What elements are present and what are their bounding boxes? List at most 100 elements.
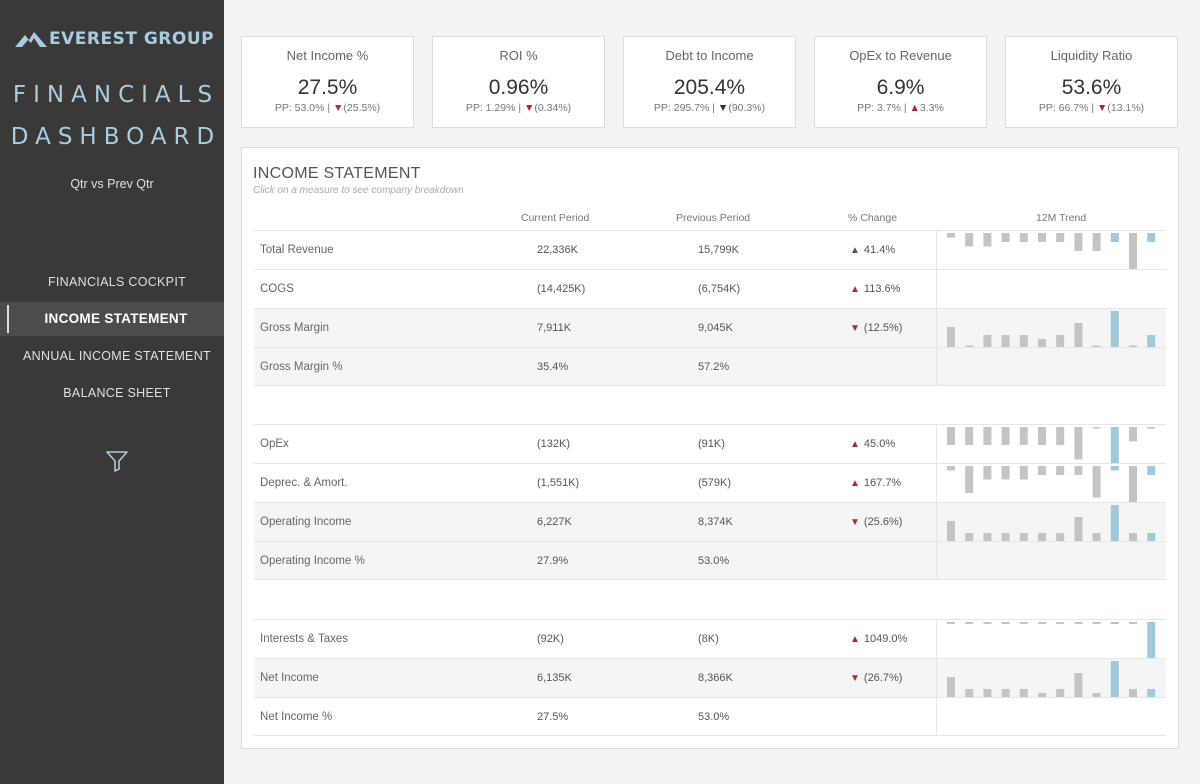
change-cell: ▲ 45.0% [850, 425, 895, 464]
logo-text: EVEREST GROUP [49, 29, 215, 49]
trend-sparkline [936, 620, 1166, 658]
trend-bar [1001, 533, 1010, 541]
kpi-card[interactable]: Liquidity Ratio 53.6% PP: 66.7% | ▼(13.1%) [1005, 36, 1178, 128]
income-row[interactable]: Net Income % 27.5% 53.0% [254, 697, 1166, 736]
trend-bar [1074, 466, 1083, 475]
trend-bar [1001, 335, 1010, 347]
trend-bar [1019, 466, 1028, 480]
nav-annual-income-statement[interactable]: ANNUAL INCOME STATEMENT [23, 349, 211, 363]
logo: EVEREST GROUP [14, 26, 214, 52]
triangle-down-icon: ▼ [333, 102, 344, 114]
trend-bar [1110, 466, 1119, 471]
triangle-down-icon: ▼ [1097, 102, 1108, 114]
kpi-card[interactable]: ROI % 0.96% PP: 1.29% | ▼(0.34%) [432, 36, 605, 128]
trend-bar [1001, 427, 1010, 445]
trend-bar [947, 327, 955, 347]
sidebar: EVEREST GROUP FINANCIALS DASHBOARD Qtr v… [0, 0, 224, 784]
trend-bar [1110, 233, 1119, 242]
row-label: OpEx [260, 438, 289, 450]
period-subtitle: Qtr vs Prev Qtr [70, 177, 154, 191]
panel-hint: Click on a measure to see company breakd… [253, 185, 464, 196]
income-row[interactable]: Gross Margin % 35.4% 57.2% [254, 347, 1166, 386]
change-value: 41.4% [863, 244, 896, 256]
row-label: Net Income % [260, 711, 333, 723]
kpi-card[interactable]: Net Income % 27.5% PP: 53.0% | ▼(25.5%) [241, 36, 414, 128]
change-cell: ▲ 1049.0% [850, 620, 907, 659]
trend-bar [1129, 533, 1137, 541]
kpi-pp-value: PP: 66.7% [1038, 102, 1089, 114]
triangle-up-icon: ▲ [850, 439, 860, 450]
mountain-logo-icon [15, 32, 47, 47]
triangle-up-icon: ▲ [909, 102, 920, 114]
trend-bar [1147, 533, 1156, 541]
income-row[interactable]: Total Revenue 22,336K 15,799K ▲ 41.4% [254, 230, 1166, 269]
current-value: (132K) [537, 438, 571, 450]
income-row[interactable]: Operating Income 6,227K 8,374K ▼ (25.6%) [254, 502, 1166, 541]
trend-bar [1147, 466, 1156, 475]
trend-bar [1110, 622, 1119, 624]
trend-bar [1038, 339, 1046, 347]
trend-sparkline [936, 231, 1166, 269]
nav-income-statement[interactable]: INCOME STATEMENT [0, 302, 224, 336]
previous-value: 53.0% [698, 711, 730, 723]
row-label: Deprec. & Amort. [260, 477, 348, 489]
triangle-down-icon: ▼ [850, 517, 860, 528]
current-value: 7,911K [537, 322, 572, 334]
kpi-change: (25.5%) [343, 102, 381, 114]
income-row[interactable]: OpEx (132K) (91K) ▲ 45.0% [254, 424, 1166, 463]
trend-sparkline [936, 425, 1166, 463]
kpi-card[interactable]: OpEx to Revenue 6.9% PP: 3.7% | ▲3.3% [814, 36, 987, 128]
trend-bar [1110, 505, 1119, 541]
trend-chart [947, 233, 1156, 269]
kpi-pp-value: PP: 1.29% [465, 102, 516, 114]
col-header-previous: Previous Period [676, 212, 751, 224]
current-value: 6,227K [537, 516, 572, 528]
nav-financials-cockpit[interactable]: FINANCIALS COCKPIT [47, 275, 187, 289]
filter-icon[interactable] [105, 450, 129, 472]
trend-bar [1092, 622, 1101, 624]
trend-bar [983, 233, 992, 247]
trend-bar [1147, 335, 1156, 347]
trend-sparkline [936, 542, 1166, 580]
income-row[interactable]: Interests & Taxes (92K) (8K) ▲ 1049.0% [254, 619, 1166, 658]
current-value: 22,336K [537, 244, 578, 256]
previous-value: (6,754K) [698, 283, 741, 295]
income-row[interactable]: Deprec. & Amort. (1,551K) (579K) ▲ 167.7% [254, 463, 1166, 502]
trend-bar [1056, 533, 1065, 541]
trend-bar [965, 689, 974, 697]
income-row[interactable]: COGS (14,425K) (6,754K) ▲ 113.6% [254, 269, 1166, 308]
income-row[interactable]: Gross Margin 7,911K 9,045K ▼ (12.5%) [254, 308, 1166, 347]
trend-sparkline [936, 698, 1166, 736]
trend-bar [1074, 427, 1083, 460]
change-value: 167.7% [863, 477, 902, 489]
triangle-down-icon: ▼ [524, 102, 535, 114]
income-row[interactable]: Net Income 6,135K 8,366K ▼ (26.7%) [254, 658, 1166, 697]
trend-bar [1038, 533, 1046, 541]
previous-value: 53.0% [698, 555, 730, 567]
change-value: 113.6% [863, 283, 901, 295]
kpi-value: 205.4% [673, 76, 746, 99]
trend-bar [1001, 466, 1010, 480]
trend-bar [1019, 689, 1028, 697]
previous-value: 8,374K [698, 516, 733, 528]
row-label: Net Income [260, 672, 319, 684]
trend-bar [1110, 427, 1119, 463]
trend-bar [1001, 689, 1010, 697]
nav-balance-sheet[interactable]: BALANCE SHEET [63, 386, 171, 400]
trend-bar [1019, 533, 1028, 541]
trend-bar [983, 533, 992, 541]
trend-bar [965, 233, 974, 247]
trend-bar [1056, 427, 1065, 445]
current-value: 35.4% [537, 361, 569, 373]
kpi-card[interactable]: Debt to Income 205.4% PP: 295.7% | ▼(90.3%… [623, 36, 796, 128]
income-row[interactable]: Operating Income % 27.9% 53.0% [254, 541, 1166, 580]
triangle-down-icon: ▼ [850, 673, 860, 684]
trend-bar [1110, 661, 1119, 697]
kpi-previous-period: PP: 53.0% | ▼(25.5%) [274, 102, 381, 114]
kpi-value: 0.96% [488, 76, 549, 99]
trend-bar [1129, 466, 1137, 502]
trend-chart [947, 466, 1156, 502]
trend-chart [947, 311, 1156, 347]
trend-bar [1038, 466, 1046, 475]
change-cell: ▲ 41.4% [850, 231, 895, 270]
